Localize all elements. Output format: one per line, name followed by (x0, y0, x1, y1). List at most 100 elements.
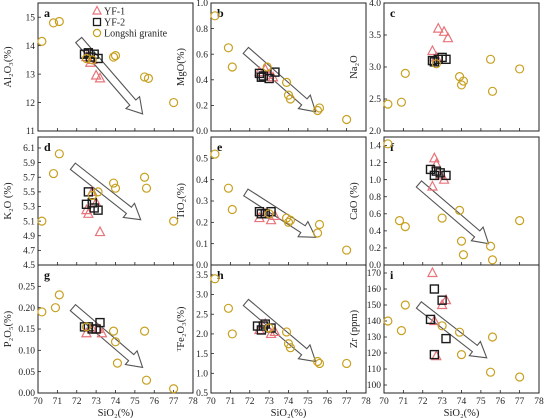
y-tick-label: 13 (26, 70, 36, 80)
panel-letter: b (217, 6, 224, 20)
point-granite (139, 326, 150, 336)
legend-label: YF-2 (104, 18, 125, 29)
y-tick-label: 0.2 (196, 219, 208, 229)
point-yf1 (426, 266, 438, 278)
point-granite (312, 228, 323, 238)
point-granite (227, 329, 237, 339)
trend-arrow (242, 46, 317, 113)
x-tick-label: 77 (515, 397, 525, 407)
y-axis-title: CaO (%) (349, 182, 360, 220)
point-granite (515, 64, 525, 74)
x-tick-label: 70 (206, 397, 216, 407)
point-granite (143, 73, 154, 83)
panel-i: 70 71 72 73 74 75 76 77 78 SiO₂(%) 100 110 120 130 140… (349, 264, 544, 418)
y-tick-label: 0.8 (196, 25, 208, 35)
x-tick-label: 72 (418, 397, 428, 407)
x-axis-title: SiO₂(%) (444, 408, 480, 418)
y-tick-label: 0.2 (369, 244, 381, 254)
point-granite (383, 99, 393, 109)
panel-letter: g (44, 268, 50, 282)
y-tick-label: 1.0 (369, 176, 381, 186)
point-granite (227, 204, 237, 215)
y-tick-label: 0.3 (196, 197, 208, 207)
x-tick-label: 73 (437, 397, 447, 407)
panel-letter: a (44, 6, 50, 20)
y-tick-label: 1.4 (369, 142, 381, 152)
x-tick-label: 74 (284, 397, 294, 407)
point-granite (314, 103, 325, 113)
y-tick-label: 4.5 (23, 261, 35, 271)
point-yf2 (429, 349, 440, 360)
y-tick-label: 2.5 (196, 310, 208, 320)
point-granite (37, 216, 47, 226)
y-tick-label: 0.5 (196, 155, 208, 165)
y-tick-label: 100 (367, 381, 382, 391)
point-granite (264, 209, 274, 219)
panel-letter: f (390, 140, 395, 154)
point-granite (454, 205, 465, 215)
x-tick-label: 77 (169, 397, 179, 407)
point-granite (169, 97, 179, 108)
point-granite (437, 321, 447, 331)
y-tick-label: 5.1 (23, 217, 35, 227)
point-granite (437, 213, 447, 223)
y-tick-label: 0.1 (196, 240, 208, 250)
point-granite (285, 94, 296, 104)
point-granite (81, 322, 92, 332)
point-granite (37, 36, 47, 47)
panel-b: 0.0 0.2 0.4 0.6 0.8 1.0 MgO(%) b (176, 0, 367, 137)
x-tick-label: 76 (323, 397, 333, 407)
y-tick-label: 0.6 (369, 210, 381, 220)
panel-letter: h (217, 268, 224, 282)
point-yf1 (428, 314, 440, 326)
trend-arrow (415, 301, 488, 359)
point-granite (485, 54, 496, 64)
x-axis-title: SiO₂(%) (271, 408, 307, 418)
point-granite (210, 149, 220, 159)
point-granite (169, 384, 179, 394)
y-tick-label: 3.5 (196, 271, 208, 281)
point-granite (223, 183, 234, 193)
y-axis-title: MgO(%) (176, 48, 187, 86)
panel-a: 11 12 13 14 15 Al₂O₃(%) a (3, 2, 194, 137)
point-yf2 (431, 166, 442, 176)
point-granite (454, 327, 465, 337)
point-yf2 (87, 324, 97, 334)
y-tick-label: 130 (367, 333, 382, 343)
y-tick-label: 1.5 (196, 350, 208, 360)
point-granite (485, 241, 496, 251)
point-granite (515, 216, 525, 226)
y-tick-label: 0.0 (196, 261, 208, 271)
panel-letter: c (390, 6, 396, 20)
point-granite (112, 358, 123, 368)
point-granite (431, 59, 441, 69)
point-granite (400, 222, 410, 232)
point-yf2 (429, 57, 440, 67)
point-granite (108, 326, 119, 336)
y-axis-title: TiO₂(%) (176, 183, 187, 219)
x-tick-label: 73 (264, 397, 274, 407)
point-yf1 (265, 327, 277, 339)
point-yf2 (87, 198, 97, 208)
point-yf1 (438, 25, 450, 36)
y-tick-label: 2.0 (196, 330, 208, 340)
point-granite (210, 11, 220, 21)
x-tick-label: 70 (379, 397, 389, 407)
point-granite (285, 215, 296, 225)
panel-letter: e (217, 140, 223, 154)
point-granite (394, 216, 405, 226)
y-tick-label: 2.5 (369, 95, 381, 105)
trend-arrow (242, 298, 317, 363)
plot-frame (37, 264, 194, 394)
point-granite (383, 316, 393, 326)
x-tick-label: 78 (534, 397, 544, 407)
y-tick-label: 5.5 (23, 188, 35, 198)
x-tick-label: 72 (72, 397, 82, 407)
panel-letter: i (390, 268, 394, 282)
point-granite (396, 97, 407, 107)
point-granite (141, 375, 152, 385)
point-granite (110, 183, 121, 193)
y-axis-title: Na₂O (349, 55, 360, 79)
point-yf2 (258, 321, 269, 331)
